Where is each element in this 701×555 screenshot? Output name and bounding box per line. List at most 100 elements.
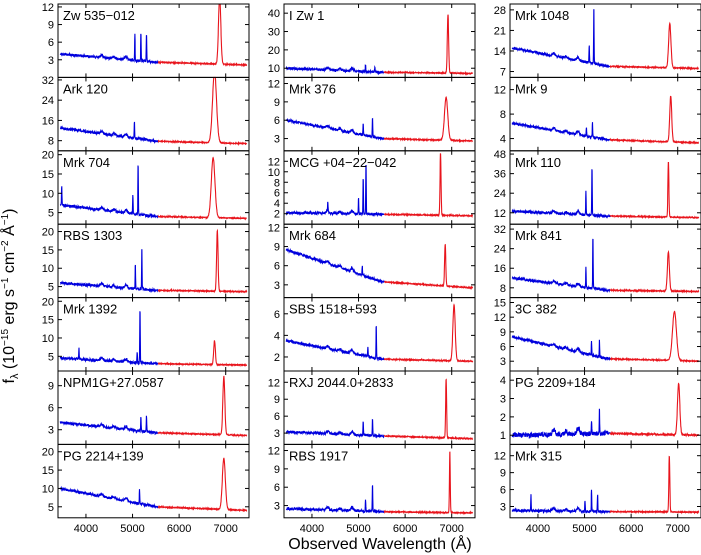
red-spectrum-line <box>157 457 248 513</box>
y-tick-label: 15 <box>42 315 54 327</box>
panel-11: 3 6 9 12 Mrk 684 <box>268 222 476 299</box>
y-tick-label: 6 <box>48 403 54 415</box>
panel-14: 3 6 9 12 4000 5000 6000 7000 RBS 1917 <box>268 443 476 535</box>
red-spectrum-line <box>157 340 248 368</box>
y-axis-title-exp15: −15 <box>0 329 11 346</box>
panel-15: 7 14 21 28 Mrk 1048 <box>494 3 701 79</box>
y-tick-label: 3 <box>274 501 280 513</box>
y-tick-label: 12 <box>494 208 506 220</box>
panel-13: 3 6 9 12 RXJ 2044.0+2833 <box>268 370 476 445</box>
blue-spectrum-line <box>59 249 159 294</box>
y-tick-label: 5 <box>48 208 54 220</box>
y-tick-label: 10 <box>268 167 280 179</box>
blue-spectrum-line <box>285 325 385 362</box>
y-tick-label: 6 <box>274 309 280 321</box>
panel-object-name: Ark 120 <box>63 81 108 96</box>
y-tick-label: 6 <box>274 188 280 200</box>
y-tick-label: 4 <box>500 375 506 387</box>
x-tick-label: 6000 <box>167 523 191 535</box>
red-spectrum-line <box>609 310 699 364</box>
y-tick-label: 12 <box>494 312 506 324</box>
y-tick-label: 3 <box>500 394 506 406</box>
y-tick-label: 36 <box>494 169 506 181</box>
red-spectrum-line <box>383 303 474 364</box>
y-axis-title: fλ (10−15 erg s−1 cm−2 Å−1) <box>0 209 21 384</box>
y-tick-label: 24 <box>494 188 506 200</box>
y-axis-title-cm: cm <box>1 252 18 278</box>
panel-object-name: Zw 535−012 <box>63 8 135 23</box>
panel-object-name: Mrk 1048 <box>515 8 569 23</box>
red-spectrum-line <box>383 451 473 516</box>
panel-object-name: SBS 1518+593 <box>289 302 377 317</box>
y-tick-label: 9 <box>48 381 54 393</box>
panel-object-name: MCG +04−22−042 <box>289 155 396 170</box>
y-axis-title-f: f <box>1 378 18 383</box>
y-tick-label: 20 <box>42 296 54 308</box>
red-spectrum-line <box>383 14 474 76</box>
blue-spectrum-line <box>59 121 159 144</box>
red-spectrum-line <box>383 378 474 441</box>
panel-object-name: PG 2209+184 <box>515 375 596 390</box>
red-spectrum-line <box>609 382 700 438</box>
y-axis-title-lambda: λ <box>9 373 21 379</box>
y-tick-label: 5 <box>48 502 54 514</box>
y-tick-label: 9 <box>274 242 280 254</box>
y-tick-label: 2 <box>274 352 280 364</box>
y-tick-label: 7 <box>500 67 506 79</box>
blue-spectrum-line <box>511 335 611 362</box>
y-tick-label: 15 <box>42 465 54 477</box>
blue-spectrum-line <box>511 408 611 440</box>
blue-spectrum-line <box>59 165 159 219</box>
y-tick-label: 10 <box>42 333 54 345</box>
red-spectrum-line <box>384 243 474 290</box>
blue-spectrum-line <box>59 415 159 436</box>
y-tick-label: 16 <box>42 115 54 127</box>
red-spectrum-line <box>384 153 474 218</box>
y-tick-label: 20 <box>42 150 54 162</box>
y-tick-label: 8 <box>48 136 54 148</box>
blue-spectrum-line <box>59 33 159 65</box>
y-tick-label: 3 <box>48 425 54 437</box>
red-spectrum-line <box>383 96 474 144</box>
y-tick-label: 9 <box>274 464 280 476</box>
panel-object-name: Mrk 110 <box>515 155 561 170</box>
y-axis-title-close: ) <box>1 209 18 214</box>
panel-object-name: 3C 382 <box>515 302 557 317</box>
y-tick-label: 20 <box>42 227 54 239</box>
blue-spectrum-line <box>59 485 159 509</box>
y-tick-label: 48 <box>494 149 506 161</box>
y-tick-label: 5 <box>48 282 54 294</box>
y-tick-label: 15 <box>42 245 54 257</box>
red-spectrum-line <box>157 375 248 438</box>
red-spectrum-line <box>609 162 700 220</box>
panel-object-name: NPM1G+27.0587 <box>63 375 164 390</box>
y-tick-label: 6 <box>274 411 280 423</box>
panel-object-name: Mrk 315 <box>515 448 562 463</box>
y-tick-label: 16 <box>494 263 506 275</box>
panel-9: 3 6 9 12 Mrk 376 <box>268 76 476 152</box>
panel-object-name: Mrk 9 <box>515 81 548 96</box>
panel-object-name: Mrk 376 <box>289 81 336 96</box>
panel-frame <box>509 443 701 519</box>
y-tick-label: 1 <box>500 430 506 442</box>
y-tick-label: 5 <box>48 351 54 363</box>
x-tick-label: 4000 <box>526 523 550 535</box>
panel-8: 10 20 30 40 I Zw 1 <box>268 3 476 78</box>
y-tick-label: 8 <box>274 177 280 189</box>
panel-frame <box>57 443 250 519</box>
panel-3: 5 10 15 20 Mrk 704 <box>42 150 250 225</box>
y-tick-label: 3 <box>48 55 54 67</box>
x-tick-label: 6000 <box>393 523 417 535</box>
x-tick-label: 5000 <box>120 523 144 535</box>
y-tick-label: 3 <box>274 428 280 440</box>
y-tick-label: 6 <box>500 485 506 497</box>
y-tick-label: 40 <box>268 8 280 20</box>
y-axis-title-erg: erg s <box>1 289 18 329</box>
panel-frame <box>283 443 476 519</box>
panel-21: 3 6 9 12 4000 5000 6000 7000 Mrk 315 <box>494 443 701 535</box>
y-tick-label: 10 <box>42 483 54 495</box>
panel-17: 12 24 36 48 Mrk 110 <box>494 149 701 225</box>
red-spectrum-line <box>609 455 700 515</box>
